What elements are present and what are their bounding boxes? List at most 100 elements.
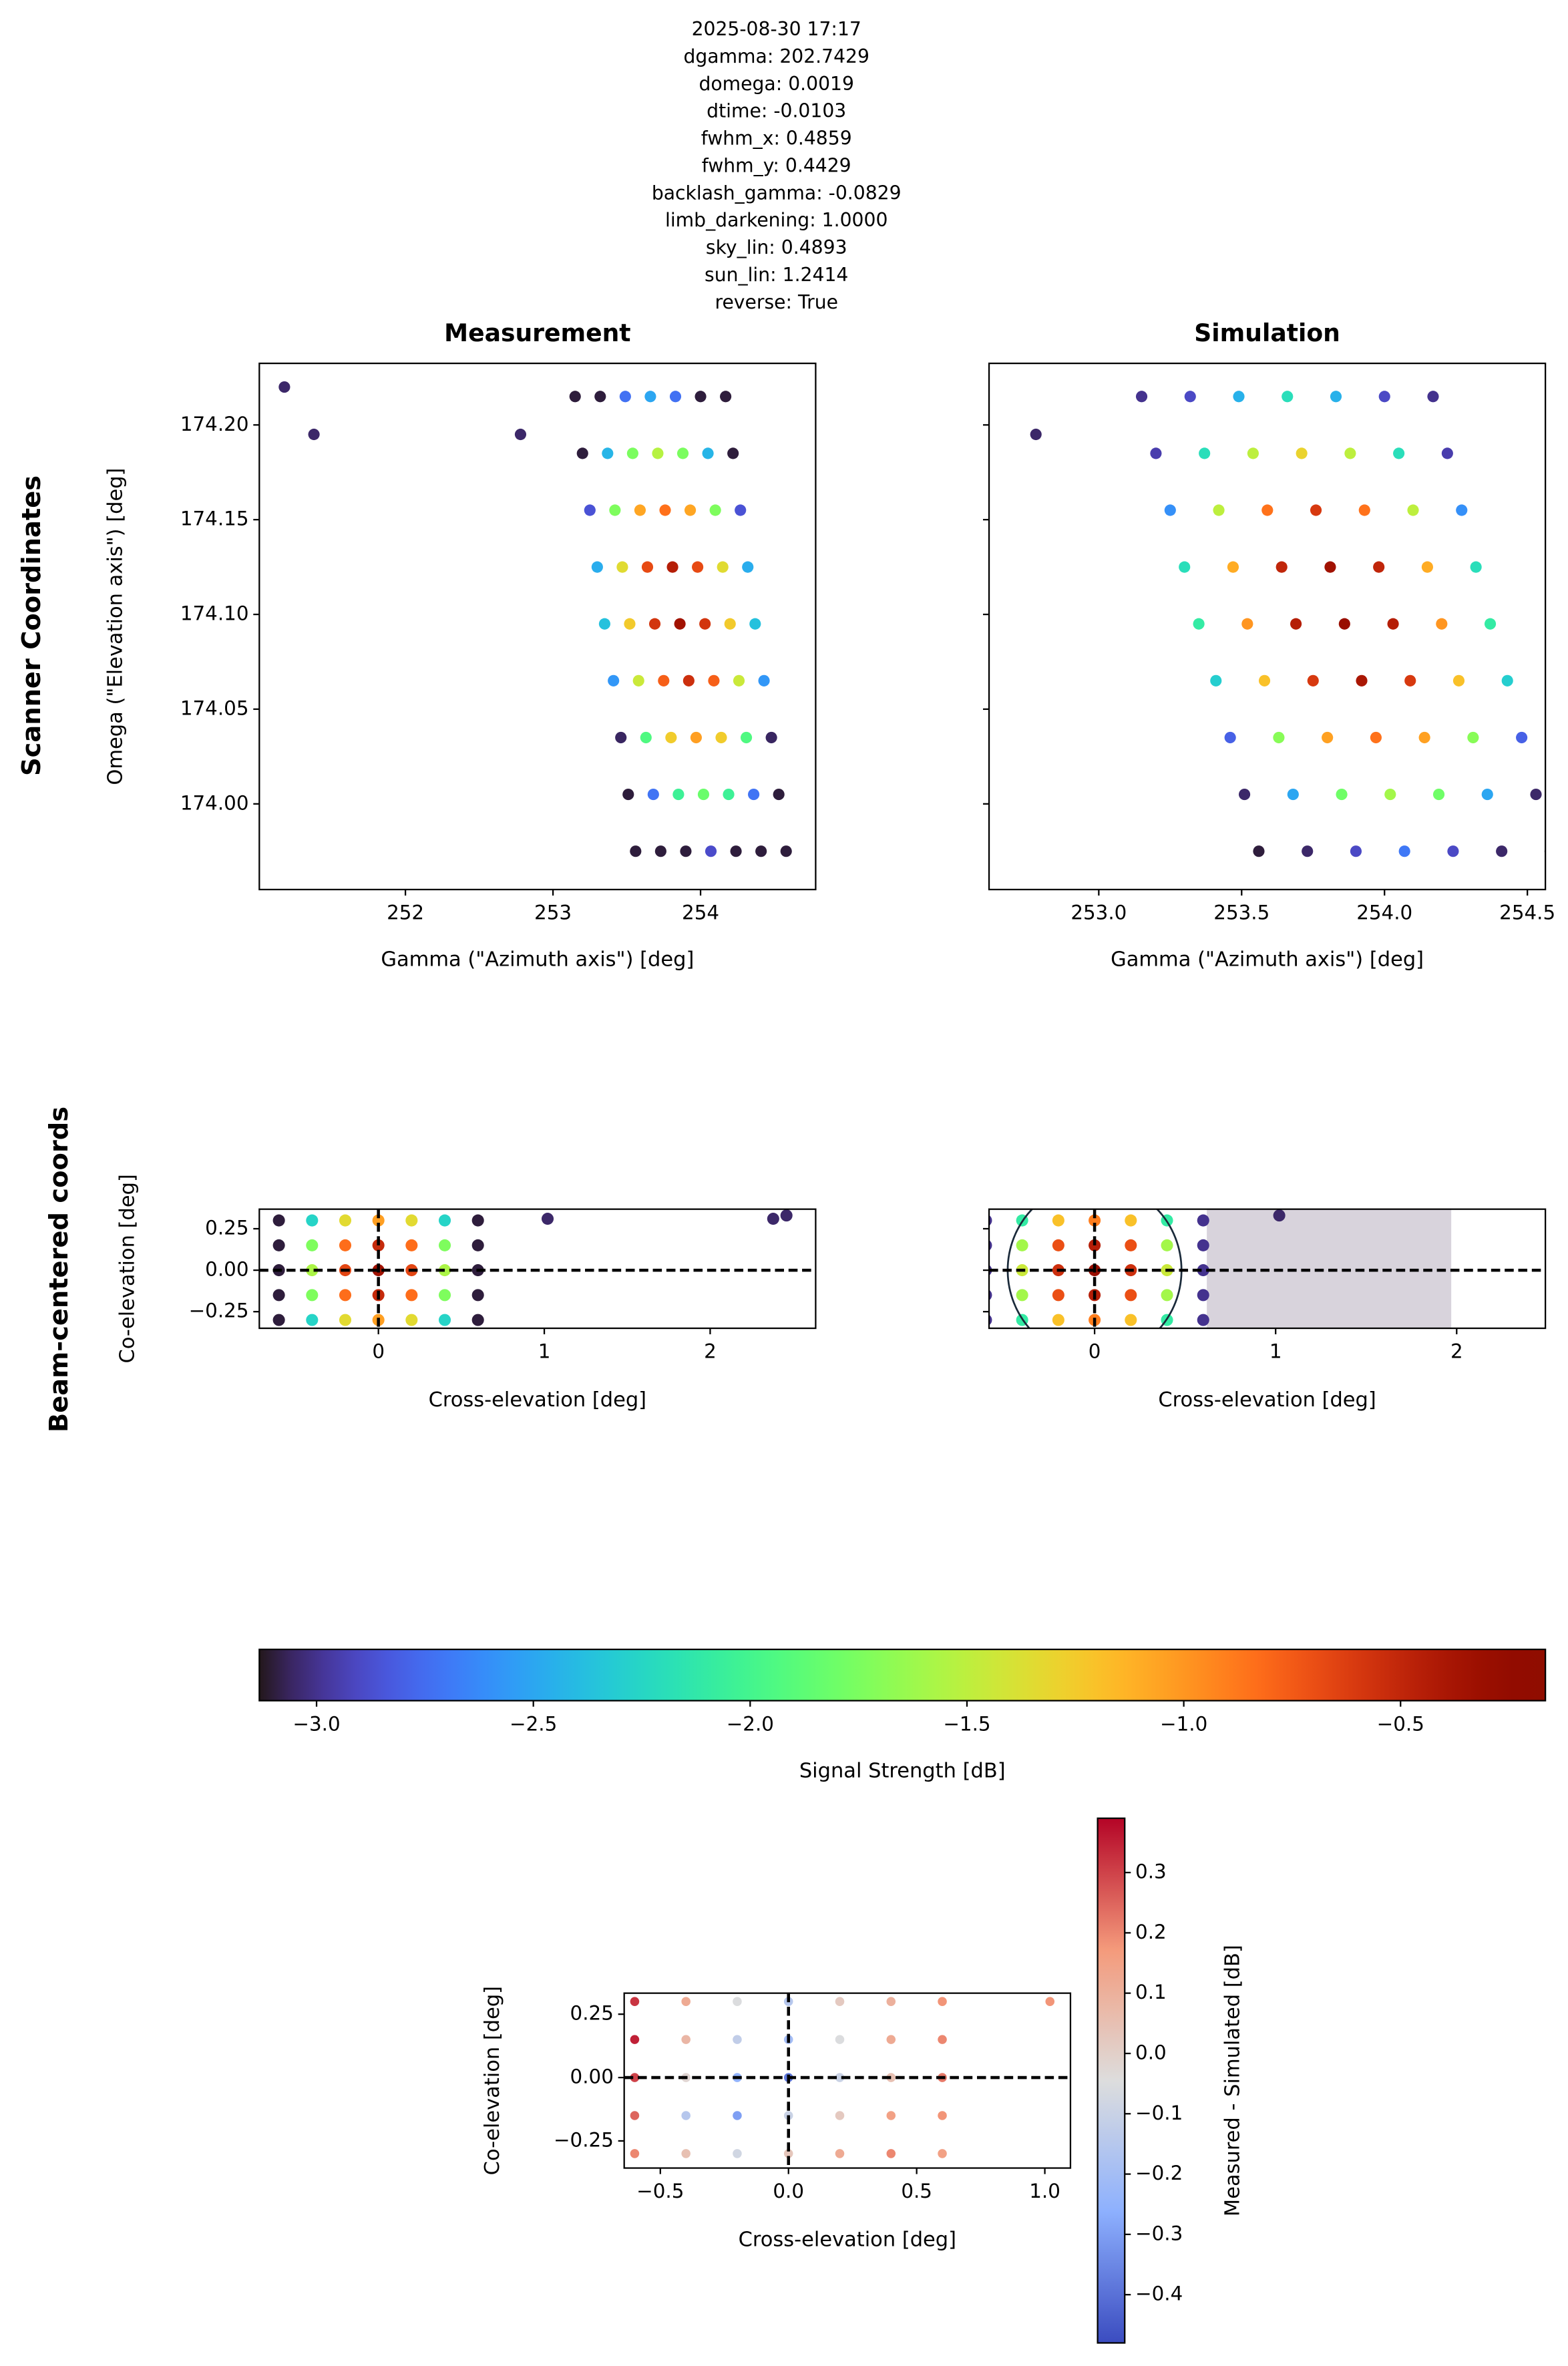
point [622,789,634,801]
point [1089,1214,1101,1227]
point [1164,504,1176,516]
point [1253,845,1265,857]
point [1135,391,1148,403]
point [1373,561,1385,573]
point [765,731,777,744]
colorbar-gradient [258,1648,1547,1702]
x-tick-label: 253.5 [1213,902,1269,924]
point [602,447,614,459]
point [717,561,729,573]
point [1330,391,1342,403]
colorbar: −0.4 −0.3 −0.2 −0.1 0.0 0.1 0.2 0.3 Measured - S… [1097,1817,1244,2344]
axes: 253.0 253.5 254.0 254.5 Simulation Gamma ("Az… [983,319,1555,972]
point [272,1214,285,1227]
colorbar-label: Signal Strength [dB] [799,1759,1006,1782]
y-tick-label: −0.25 [189,1300,249,1322]
y-axis-label: Omega ("Elevation axis") [deg] [104,468,127,785]
colorbar-tick-label: 0.2 [1135,1921,1167,1943]
colorbar-tick-label: 0.3 [1135,1860,1167,1883]
point [1016,1289,1028,1302]
point [680,845,692,857]
point [1336,789,1348,801]
header-line: domega: 0.0019 [699,73,853,95]
point [666,561,678,573]
x-tick-label: 254 [682,902,719,924]
point [1241,618,1253,630]
point [938,1997,947,2006]
point [742,561,754,573]
x-axis-label: Cross-elevation [deg] [1158,1388,1376,1412]
point [1125,1214,1137,1227]
point [705,845,717,857]
header-line: reverse: True [715,291,837,313]
point [1467,731,1479,744]
point [1197,1314,1209,1326]
point [306,1314,319,1326]
point [1427,391,1439,403]
axes-title: Simulation [1194,319,1340,347]
y-tick-label: 174.15 [180,508,249,530]
point [674,618,686,630]
header-line: limb_darkening: 1.0000 [665,209,888,231]
point [1258,674,1271,686]
point [1302,845,1314,857]
point [626,447,638,459]
x-axis-label: Gamma ("Azimuth axis") [deg] [1111,948,1424,972]
point [681,2035,691,2044]
point [272,1289,285,1302]
point [1161,1289,1173,1302]
point [1370,731,1382,744]
point [1197,1264,1209,1277]
point [608,674,620,686]
point [676,447,689,459]
x-tick-label: 0.5 [901,2180,932,2202]
point [1358,504,1370,516]
axes-frame [988,362,1547,891]
axes: 0 1 2 Cross-elevation [deg] [983,1208,1547,1412]
colorbar: −3.0 −2.5 −2.0 −1.5 −1.0 −0.5 Signal Strength … [258,1648,1547,1782]
point [1282,391,1294,403]
point [835,2149,845,2158]
point [1393,447,1405,459]
point [773,789,785,801]
point [938,2035,947,2044]
point [339,1289,352,1302]
point [619,391,631,403]
point [405,1214,418,1227]
colorbar-tick-label: −0.4 [1135,2283,1183,2305]
point [1184,391,1196,403]
point [471,1314,484,1326]
point [1273,731,1285,744]
y-tick-label: 174.10 [180,602,249,625]
point [644,391,656,403]
x-tick-label: 253 [534,902,572,924]
header-line: dtime: -0.0103 [707,100,846,122]
point [1338,618,1350,630]
point [1052,1289,1064,1302]
point [1233,391,1245,403]
point [1193,618,1205,630]
point [1287,789,1299,801]
point [1516,731,1528,744]
x-axis-label: Cross-elevation [deg] [429,1388,646,1412]
point [886,2149,896,2158]
x-tick-label: 1 [1269,1340,1282,1363]
row-label: Beam-centered coords [44,1107,74,1432]
point [708,674,720,686]
point [697,789,710,801]
colorbar-tick-label: −0.2 [1135,2162,1183,2184]
point [471,1289,484,1302]
point [1197,1289,1209,1302]
axes: 252 253 254 174.00 174.05 174.10 174.15 174.20 M… [104,319,817,972]
point [1290,618,1302,630]
header-line: sky_lin: 0.4893 [706,236,847,258]
point [1199,447,1211,459]
x-tick-label: 253.0 [1070,902,1127,924]
colorbar-tick-label: 0.1 [1135,1981,1167,2003]
point [748,789,760,801]
point [695,391,707,403]
plot-area [1030,391,1546,857]
point [886,2035,896,2044]
point [1052,1214,1064,1227]
